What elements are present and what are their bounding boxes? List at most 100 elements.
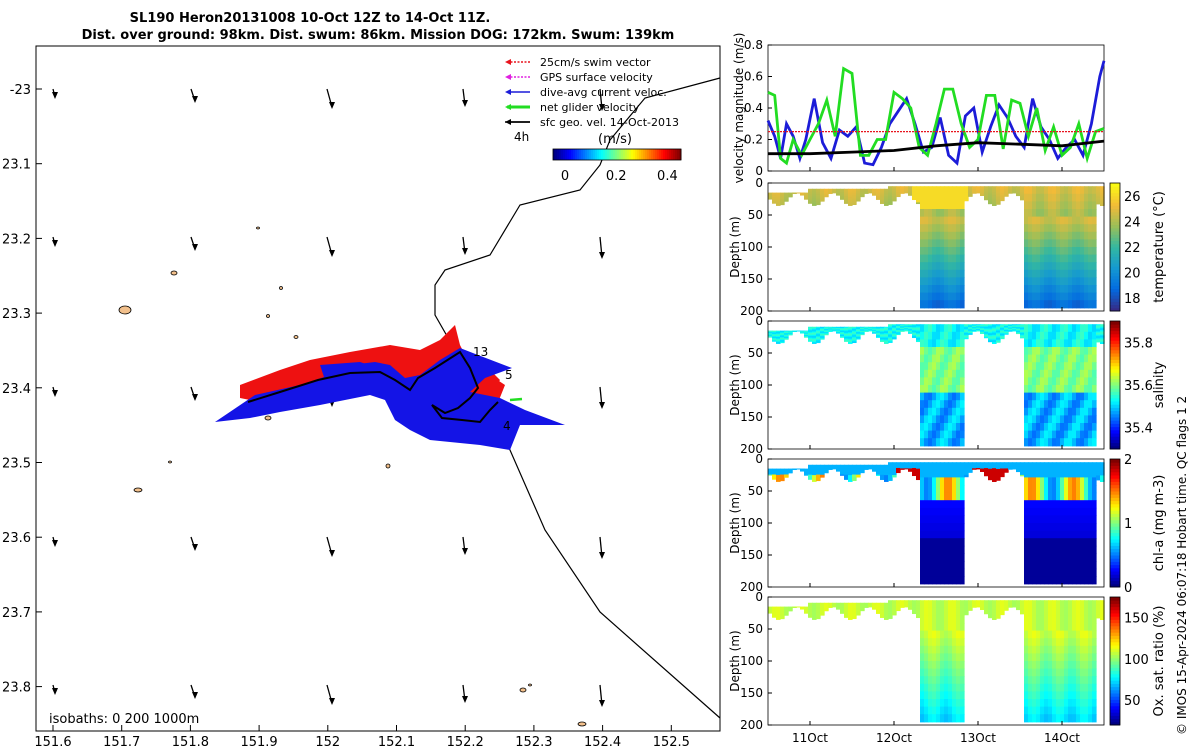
profile-cell (1068, 546, 1073, 554)
profile-cell (1088, 470, 1093, 478)
profile-cell (1024, 209, 1029, 217)
profile-cell (1036, 393, 1041, 401)
reef-outline (134, 488, 142, 492)
profile-cell (1076, 500, 1081, 508)
profile-cell (948, 332, 953, 340)
profile-cell (1076, 569, 1081, 577)
profile-cell (1068, 385, 1073, 393)
profile-cell (1060, 262, 1065, 270)
map-x-tick-label: 151.6 (34, 735, 71, 750)
profile-cell (940, 523, 945, 531)
profile-cell (1084, 400, 1089, 408)
profile-cell (1060, 247, 1065, 255)
profile-cell (948, 423, 953, 431)
track-label-13: 13 (473, 345, 488, 359)
profile-cell (1028, 201, 1033, 209)
profile-cell (1052, 247, 1057, 255)
profile-cell (1076, 462, 1081, 470)
profile-cell (1056, 508, 1061, 516)
profile-cell (932, 339, 937, 347)
profile-cell (1088, 285, 1093, 293)
profile-cell (940, 493, 945, 501)
profile-cell (1040, 438, 1045, 446)
profile-cell (932, 393, 937, 401)
profile-cell (1084, 438, 1089, 446)
profile-cell (1084, 370, 1089, 378)
profile-colorbar-cell (1110, 343, 1120, 347)
profile-cell (1040, 262, 1045, 270)
profile-cell (936, 538, 941, 546)
profile-cell (784, 339, 789, 340)
profile-cell (932, 285, 937, 293)
profile-cell (1076, 377, 1081, 385)
profile-cell (920, 347, 925, 355)
profile-cell (988, 341, 993, 343)
profile-cell (1056, 431, 1061, 439)
profile-cell (1056, 324, 1061, 332)
profile-cell (924, 477, 929, 485)
profile-cell (1076, 531, 1081, 539)
profile-cell (1060, 569, 1065, 577)
profile-cell (1044, 285, 1049, 293)
profile-cell (1060, 285, 1065, 293)
profile-cell (960, 385, 965, 393)
profile-cell (1064, 209, 1069, 217)
profile-cell (1056, 239, 1061, 247)
profile-cell (1064, 332, 1069, 340)
profile-cell (968, 334, 973, 335)
profile-cell (1040, 377, 1045, 385)
profile-cell (1024, 431, 1029, 439)
profile-cell (920, 438, 925, 446)
profile-cell (1052, 277, 1057, 285)
profile-cell (1088, 485, 1093, 493)
profile-cell (944, 431, 949, 439)
profile-cell (1064, 423, 1069, 431)
profile-cell (1084, 239, 1089, 247)
profile-cell (928, 332, 933, 340)
profile-cell (920, 270, 925, 278)
profile-cell (1032, 209, 1037, 217)
profile-cell (1080, 362, 1085, 370)
profile-cell (856, 614, 861, 615)
profile-cell (1064, 347, 1069, 355)
profile-cell (1032, 194, 1037, 202)
profile-cell (1044, 385, 1049, 393)
profile-cell (1068, 347, 1073, 355)
map-y-tick-label: 23.2 (2, 232, 31, 247)
profile-cell (1052, 400, 1057, 408)
profile-cell (876, 475, 881, 476)
profile-cell (1052, 224, 1057, 232)
profile-cell (884, 618, 889, 620)
profile-cell (928, 385, 933, 393)
profile-cell (1032, 508, 1037, 516)
profile-cell (1044, 293, 1049, 301)
profile-cell (1076, 423, 1081, 431)
profile-cell (960, 531, 965, 539)
profile-cell (1040, 232, 1045, 240)
profile-cell (1052, 438, 1057, 446)
profile-cell (1076, 400, 1081, 408)
profile-cell (920, 239, 925, 247)
profile-cell (1056, 370, 1061, 378)
reef-outline (529, 684, 532, 686)
profile-cell (1092, 569, 1097, 577)
profile-cell (1044, 470, 1049, 478)
profile-cell (948, 277, 953, 285)
profile-cell (928, 362, 933, 370)
profile-cell (1088, 293, 1093, 301)
profile-colorbar-cell (1110, 430, 1120, 434)
profile-cell (1032, 293, 1037, 301)
profile-y-tick-label: 150 (740, 272, 763, 286)
profile-cell (884, 204, 889, 206)
profile-cell (928, 477, 933, 485)
profile-cell (940, 385, 945, 393)
profile-cell (936, 470, 941, 478)
profile-cell (932, 477, 937, 485)
profile-cell (1092, 355, 1097, 363)
profile-cell (1028, 493, 1033, 501)
profile-cell (1084, 324, 1089, 332)
profile-cell (940, 339, 945, 347)
profile-colorbar-cell (1110, 552, 1120, 556)
profile-cell (960, 194, 965, 202)
